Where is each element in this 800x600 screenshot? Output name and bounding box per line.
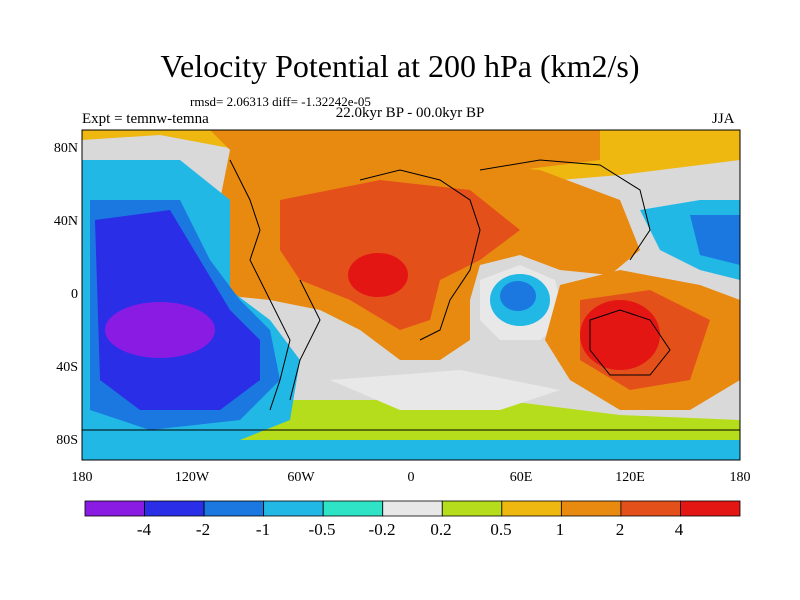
ytick-40s: 40S	[56, 360, 78, 375]
colorbar-swatch-7	[441, 500, 503, 517]
ytick-80n: 80N	[53, 141, 78, 156]
ytick-40n: 40N	[53, 214, 78, 229]
colorbar-label-7: 0.5	[490, 520, 512, 539]
colorbar-swatch-9	[560, 500, 622, 517]
africa-eurasia-coast	[359, 169, 481, 341]
colorbar-label-9: 2	[615, 520, 625, 539]
contour-field	[82, 130, 740, 460]
australian-max	[580, 300, 660, 370]
colorbar-label-6: 0.2	[430, 520, 452, 539]
australia-coast	[589, 309, 671, 376]
colorbar-swatch-1	[84, 500, 145, 517]
south-america-coast	[289, 279, 321, 401]
ytick-0: 0	[71, 287, 78, 302]
americas-coast	[229, 159, 291, 411]
stats-text: rmsd= 2.06313 diff= -1.32242e-05	[190, 94, 371, 109]
southern-band	[82, 440, 740, 460]
coastlines	[82, 159, 740, 431]
plot-frame	[81, 129, 741, 461]
colorbar-label-3: -1	[255, 520, 271, 539]
season-label: JJA	[712, 111, 735, 127]
xtick-120e: 120E	[615, 470, 645, 485]
chart-title: Velocity Potential at 200 hPa (km2/s)	[160, 48, 640, 84]
southern-neutral	[330, 370, 560, 410]
ytick-80s: 80S	[56, 433, 78, 448]
xtick-120w: 120W	[174, 470, 210, 485]
colorbar-swatch-11	[680, 500, 741, 517]
colorbar-label-10: 4	[674, 520, 684, 539]
colorbar-swatch-2	[144, 500, 205, 517]
atlantic-africa-core	[280, 180, 520, 330]
colorbar-label-1: -4	[136, 520, 152, 539]
colorbar-label-4: -0.5	[308, 520, 336, 539]
xtick-180w: 180	[71, 470, 93, 485]
colorbar-swatch-10	[620, 500, 681, 517]
xtick-180e: 180	[729, 470, 751, 485]
atlantic-max	[348, 253, 408, 297]
pacific-min	[105, 302, 215, 358]
west-pacific-low-inner	[690, 215, 740, 265]
colorbar	[84, 500, 741, 517]
colorbar-label-8: 1	[555, 520, 565, 539]
colorbar-swatch-4	[263, 500, 324, 517]
period-label: 22.0kyr BP - 00.0kyr BP	[335, 105, 485, 121]
colorbar-swatch-6	[382, 500, 443, 517]
colorbar-swatch-8	[501, 500, 562, 517]
indian-ocean-low-inner	[500, 281, 536, 311]
colorbar-label-5: -0.2	[368, 520, 396, 539]
experiment-label: Expt = temnw-temna	[82, 111, 209, 127]
asia-coast	[479, 159, 651, 261]
xtick-60e: 60E	[509, 470, 533, 485]
colorbar-label-2: -2	[195, 520, 211, 539]
xtick-60w: 60W	[287, 470, 315, 485]
xtick-0: 0	[407, 470, 415, 485]
colorbar-swatch-5	[322, 500, 384, 517]
colorbar-swatch-3	[203, 500, 265, 517]
